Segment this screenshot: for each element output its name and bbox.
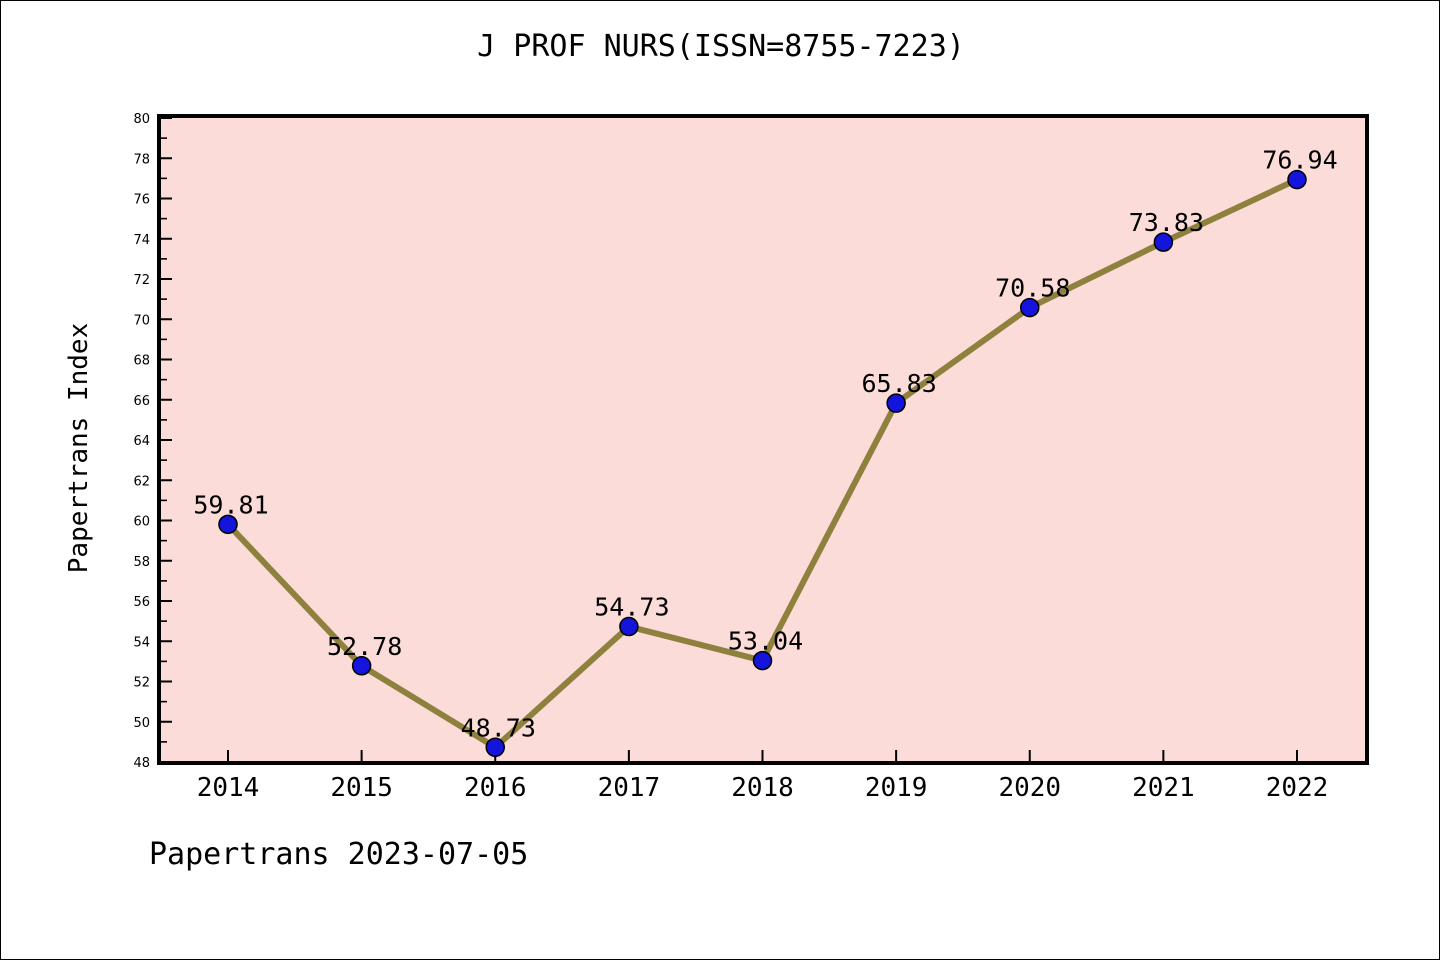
y-tick-label: 72	[133, 273, 150, 288]
data-point-marker	[1020, 297, 1040, 318]
x-tick-label: 2018	[731, 773, 794, 803]
chart-title: J PROF NURS(ISSN=8755-7223)	[477, 29, 965, 64]
data-point-marker	[1153, 232, 1174, 252]
y-tick-label: 66	[133, 394, 150, 409]
y-tick-label: 54	[133, 635, 150, 650]
data-point-label: 70.58	[995, 274, 1070, 303]
data-point-label: 48.73	[461, 713, 536, 742]
x-tick-label: 2021	[1132, 773, 1195, 803]
y-tick-label: 58	[133, 555, 150, 570]
y-tick-label: 70	[133, 313, 150, 328]
x-tick-label: 2014	[197, 773, 260, 803]
data-point-label: 59.81	[193, 490, 268, 519]
data-point-marker	[218, 514, 238, 535]
data-point-marker	[752, 650, 773, 671]
y-tick-label: 76	[133, 193, 150, 208]
footer-watermark: Papertrans 2023-07-05	[149, 837, 529, 872]
y-tick-label: 64	[133, 434, 150, 449]
x-tick-label: 2016	[464, 773, 527, 803]
y-tick-label: 68	[133, 354, 150, 369]
data-point-marker	[485, 737, 505, 758]
y-tick-label: 78	[133, 152, 150, 167]
data-point-marker	[619, 616, 639, 637]
y-tick-label: 56	[133, 595, 150, 610]
y-tick-label: 48	[133, 756, 150, 771]
x-tick-label: 2020	[998, 773, 1061, 803]
y-tick-label: 80	[133, 112, 150, 127]
data-point-label: 73.83	[1129, 208, 1204, 237]
data-point-marker	[1287, 169, 1307, 190]
data-point-label: 54.73	[594, 593, 669, 622]
data-point-label: 65.83	[861, 369, 936, 398]
x-tick-label: 2019	[865, 773, 928, 803]
data-point-label: 53.04	[728, 627, 803, 656]
y-tick-label: 62	[133, 474, 150, 489]
y-tick-label: 74	[133, 233, 150, 248]
x-tick-label: 2017	[598, 773, 661, 803]
y-tick-label: 50	[133, 716, 150, 731]
y-tick-label: 52	[133, 676, 150, 691]
data-point-label: 52.78	[327, 632, 402, 661]
data-point-marker	[886, 393, 906, 413]
y-tick-label: 60	[133, 515, 150, 530]
x-tick-label: 2022	[1266, 773, 1329, 803]
data-point-marker	[351, 656, 372, 676]
data-point-label: 76.94	[1262, 146, 1337, 175]
x-tick-label: 2015	[330, 773, 393, 803]
